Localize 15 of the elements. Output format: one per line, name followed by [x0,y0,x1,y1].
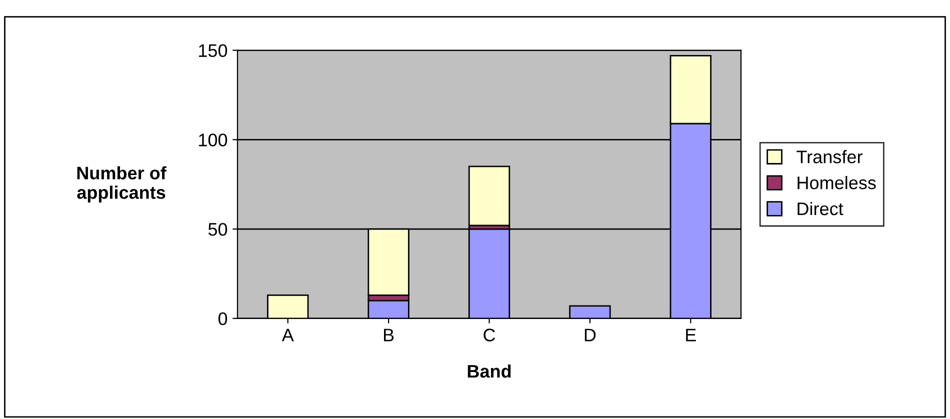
x-tick-label: B [384,328,394,342]
x-tick-label: E [686,328,696,342]
x-tick-label: C [484,328,496,342]
legend-label: Homeless [798,176,876,190]
bar [468,166,510,226]
y-tick-label: 100 [199,134,228,146]
legend-label: Direct [798,202,844,216]
legend-label: Transfer [796,150,862,164]
y-axis-title: Number of applicants [77,166,166,202]
x-tick-label: A [282,328,294,342]
y-tick-label: 150 [199,44,228,57]
x-tick-label: D [584,328,596,342]
y-tick-label: 0 [218,312,228,326]
x-axis-title: Band [468,364,511,378]
y-tick-label: 50 [208,222,228,236]
